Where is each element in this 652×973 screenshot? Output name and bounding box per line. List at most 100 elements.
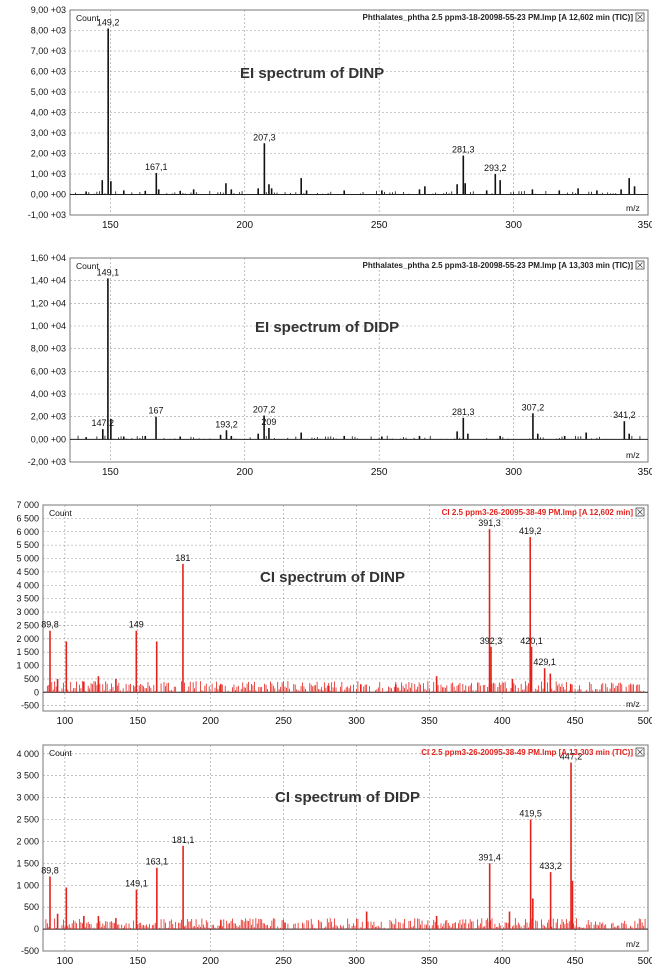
peak-label: 167 (149, 406, 164, 416)
peak-label: 167,1 (145, 162, 168, 172)
x-tick-label: 300 (348, 956, 365, 967)
peak-label: 392,3 (480, 636, 503, 646)
y-tick-label: 1 500 (16, 647, 39, 657)
x-tick-label: 200 (236, 467, 253, 478)
y-tick-label: 4,00 +03 (31, 389, 66, 399)
x-tick-label: 350 (638, 220, 652, 231)
peak-label: 193,2 (215, 419, 238, 429)
y-tick-label: 6,00 +03 (31, 366, 66, 376)
y-tick-label: 3,00 +03 (31, 128, 66, 138)
x-tick-label: 100 (57, 956, 74, 967)
x-tick-label: 200 (202, 716, 219, 727)
peak-label: 149,1 (97, 267, 120, 277)
x-tick-label: 300 (348, 716, 365, 727)
y-tick-label: -500 (21, 946, 39, 956)
y-tick-label: -2,00 +03 (28, 457, 66, 467)
spectrum-info: CI 2.5 ppm3-26-20095-38-49 PM.lmp [A 13,… (421, 748, 633, 757)
x-tick-label: 250 (275, 716, 292, 727)
peak-label: 429,1 (533, 657, 556, 667)
y-tick-label: 2 500 (16, 620, 39, 630)
peak-label: 307,2 (522, 402, 545, 412)
peak-label: 433,2 (539, 861, 562, 871)
x-axis-label: m/z (626, 939, 640, 949)
spectrum-info: CI 2.5 ppm3-26-20095-38-49 PM.lmp [A 12,… (442, 508, 634, 517)
peak-label: 147,2 (92, 418, 115, 428)
y-tick-label: 0 (34, 687, 39, 697)
y-tick-label: -1,00 +03 (28, 210, 66, 220)
peak-label: 391,3 (478, 518, 501, 528)
close-icon-glyph (637, 262, 643, 268)
chart-title: EI spectrum of DINP (240, 65, 384, 82)
y-tick-label: 1 000 (16, 661, 39, 671)
peak-label: 207,3 (253, 132, 276, 142)
x-axis-label: m/z (626, 699, 640, 709)
plot-frame (42, 744, 649, 952)
y-tick-label: 3 500 (16, 594, 39, 604)
x-tick-label: 300 (505, 467, 522, 478)
y-tick-label: 0 (34, 924, 39, 934)
peak-label: 149,1 (125, 879, 148, 889)
x-tick-label: 400 (494, 956, 511, 967)
y-tick-label: 3 000 (16, 607, 39, 617)
y-tick-label: 8,00 +03 (31, 26, 66, 36)
peak-label: 447,2 (560, 752, 583, 762)
y-tick-label: 5,00 +03 (31, 87, 66, 97)
x-tick-label: 500 (638, 956, 652, 967)
y-tick-label: 0,00 +00 (31, 434, 66, 444)
x-tick-label: 250 (371, 467, 388, 478)
x-tick-label: 350 (638, 467, 652, 478)
y-axis-label: Count (76, 261, 99, 271)
y-tick-label: 3 000 (16, 793, 39, 803)
x-tick-label: 350 (421, 716, 438, 727)
spectrum-info: Phthalates_phtha 2.5 ppm3-18-20098-55-23… (363, 13, 634, 22)
peak-label: 89,8 (41, 620, 59, 630)
x-tick-label: 300 (505, 220, 522, 231)
y-tick-label: 1,20 +04 (31, 298, 66, 308)
y-axis-label: Count (49, 748, 72, 758)
plot-frame (42, 504, 649, 712)
y-tick-label: 2,00 +03 (31, 412, 66, 422)
chart-title: CI spectrum of DIDP (275, 789, 420, 806)
y-tick-label: 1 500 (16, 858, 39, 868)
y-axis-label: Count (49, 508, 72, 518)
y-tick-label: 1 000 (16, 880, 39, 890)
spectrum-panel: -1,00 +03 0,00 +00 1,00 +03 2,00 +03 3,00 +0… (28, 5, 652, 231)
y-tick-label: 6,00 +03 (31, 67, 66, 77)
y-tick-label: 2 000 (16, 836, 39, 846)
y-tick-label: 4 000 (16, 749, 39, 759)
x-tick-label: 250 (371, 220, 388, 231)
peak-label: 163,1 (146, 857, 169, 867)
peak-label: 391,4 (478, 852, 501, 862)
chart-title: EI spectrum of DIDP (255, 319, 399, 336)
peak-label: 281,3 (452, 407, 475, 417)
y-tick-label: 1,40 +04 (31, 276, 66, 286)
peak-label: 281,3 (452, 145, 475, 155)
peak-label: 89,8 (41, 865, 59, 875)
peak-label: 181 (175, 553, 190, 563)
x-tick-label: 450 (567, 716, 584, 727)
y-tick-label: 7,00 +03 (31, 46, 66, 56)
x-tick-label: 450 (567, 956, 584, 967)
y-tick-label: -500 (21, 701, 39, 711)
x-tick-label: 150 (102, 220, 119, 231)
y-tick-label: 4,00 +03 (31, 108, 66, 118)
peak-label: 209 (261, 417, 276, 427)
close-icon-glyph (637, 14, 643, 20)
chart-title: CI spectrum of DINP (260, 569, 405, 586)
x-tick-label: 250 (275, 956, 292, 967)
y-tick-label: 500 (24, 902, 39, 912)
x-tick-label: 500 (638, 716, 652, 727)
peak-label: 293,2 (484, 163, 507, 173)
y-tick-label: 500 (24, 674, 39, 684)
peak-label: 149 (129, 620, 144, 630)
peak-label: 420,1 (520, 636, 543, 646)
x-tick-label: 100 (57, 716, 74, 727)
y-tick-label: 0,00 +00 (31, 190, 66, 200)
y-tick-label: 6 500 (16, 513, 39, 523)
y-tick-label: 4 000 (16, 580, 39, 590)
peak-label: 181,1 (172, 835, 195, 845)
peak-label: 419,2 (519, 526, 542, 536)
y-tick-label: 5 500 (16, 540, 39, 550)
peak-label: 341,2 (613, 410, 636, 420)
